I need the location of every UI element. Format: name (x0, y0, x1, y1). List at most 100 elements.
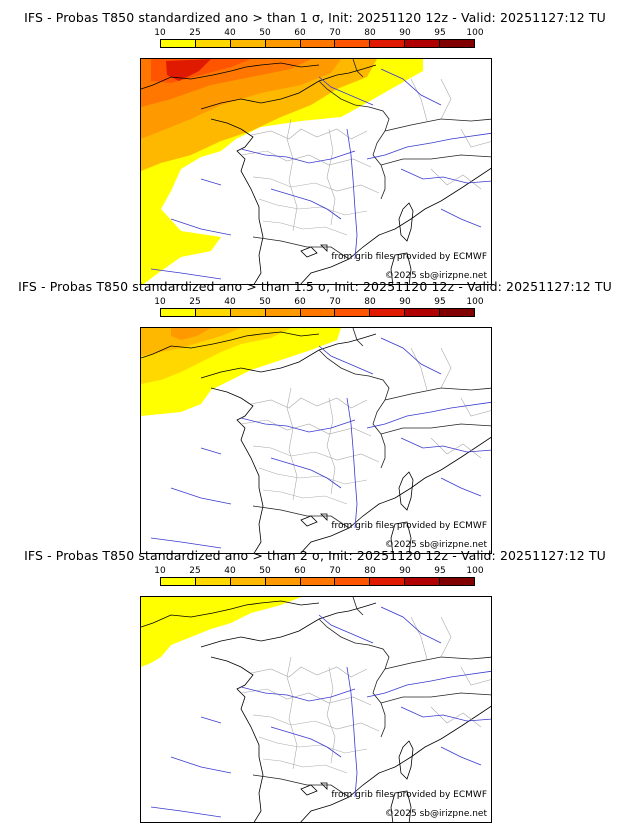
colorbar-swatch (195, 309, 231, 316)
colorbar-swatch (161, 309, 196, 316)
map-canvas (141, 59, 491, 284)
colorbar-swatch (440, 309, 475, 316)
data-source-credit: from grib files provided by ECMWF (331, 521, 487, 531)
colorbar-tick: 90 (399, 28, 411, 38)
regional-boundaries (240, 347, 491, 505)
colorbar-tick: 50 (259, 566, 271, 576)
colorbar-swatch (335, 578, 371, 585)
colorbar-swatch (370, 40, 406, 47)
map-canvas (141, 597, 491, 822)
map-panel-2sigma: IFS - Probas T850 standardized ano > tha… (0, 548, 630, 823)
map-canvas (141, 328, 491, 553)
probability-map: from grib files provided by ECMWF ©2025 … (140, 596, 492, 823)
corsica-island (398, 202, 414, 242)
sardinia-island (390, 521, 412, 553)
prob-area-darkorange (171, 328, 211, 340)
colorbar-tick: 100 (466, 28, 484, 38)
sardinia-island (390, 790, 412, 822)
colorbar-swatch (440, 40, 475, 47)
colorbar-tick: 10 (154, 28, 166, 38)
colorbar-swatch (300, 578, 336, 585)
colorbar-tick: 25 (189, 28, 201, 38)
colorbar-tick: 95 (434, 566, 446, 576)
colorbar-swatch (300, 309, 336, 316)
colorbar: 10 25 40 50 60 70 80 90 95 100 (154, 28, 484, 53)
colorbar-tick: 50 (259, 297, 271, 307)
colorbar-swatches (160, 577, 475, 586)
regional-boundaries (240, 78, 491, 236)
probability-map: from grib files provided by ECMWF ©2025 … (140, 327, 492, 554)
rivers (150, 68, 491, 280)
colorbar-tick: 40 (224, 297, 236, 307)
national-borders (252, 59, 491, 260)
prob-area-darkred (166, 59, 211, 81)
probability-map: from grib files provided by ECMWF ©2025 … (140, 58, 492, 285)
panel-title: IFS - Probas T850 standardized ano > tha… (24, 548, 606, 563)
colorbar-tick: 80 (364, 28, 376, 38)
colorbar-tick: 60 (294, 28, 306, 38)
balearic-islands (300, 782, 328, 796)
colorbar-tick: 80 (364, 566, 376, 576)
national-borders (252, 328, 491, 529)
colorbar-swatch (265, 40, 301, 47)
prob-area-orange (141, 328, 241, 356)
data-source-credit: from grib files provided by ECMWF (331, 790, 487, 800)
colorbar-tick: 40 (224, 28, 236, 38)
colorbar-swatch (440, 578, 475, 585)
colorbar-tick: 10 (154, 566, 166, 576)
sardinia-island (390, 252, 412, 284)
panel-title: IFS - Probas T850 standardized ano > tha… (18, 279, 612, 294)
panel-title: IFS - Probas T850 standardized ano > tha… (24, 10, 606, 25)
colorbar-swatch (230, 309, 266, 316)
colorbar-tick: 70 (329, 28, 341, 38)
national-borders (252, 597, 491, 798)
colorbar-swatch (195, 40, 231, 47)
colorbar-swatch (195, 578, 231, 585)
copyright-credit: ©2025 sb@irizpne.net (384, 271, 487, 281)
colorbar-tick: 100 (466, 297, 484, 307)
colorbar-tick: 100 (466, 566, 484, 576)
colorbar-tick: 10 (154, 297, 166, 307)
balearic-islands (300, 244, 328, 258)
corsica-island (398, 740, 414, 780)
colorbar-swatch (230, 578, 266, 585)
colorbar-swatch (405, 309, 441, 316)
map-panel-1-5sigma: IFS - Probas T850 standardized ano > tha… (0, 279, 630, 554)
colorbar-swatch (230, 40, 266, 47)
colorbar-swatch (335, 40, 371, 47)
data-source-credit: from grib files provided by ECMWF (331, 252, 487, 262)
colorbar-tick: 80 (364, 297, 376, 307)
colorbar-tick: 95 (434, 28, 446, 38)
colorbar: 10 25 40 50 60 70 80 90 95 100 (154, 566, 484, 591)
colorbar-tick: 70 (329, 297, 341, 307)
colorbar-tick: 95 (434, 297, 446, 307)
colorbar-tick: 90 (399, 297, 411, 307)
colorbar-swatch (370, 309, 406, 316)
regional-boundaries (240, 616, 491, 774)
colorbar-swatch (335, 309, 371, 316)
colorbar-swatch (161, 40, 196, 47)
coastline (141, 331, 491, 553)
map-panel-1sigma: IFS - Probas T850 standardized ano > tha… (0, 10, 630, 285)
colorbar-tick: 60 (294, 297, 306, 307)
colorbar-swatch (405, 40, 441, 47)
colorbar-swatch (405, 578, 441, 585)
colorbar-swatch (265, 309, 301, 316)
rivers (150, 337, 491, 549)
colorbar-tick: 90 (399, 566, 411, 576)
colorbar-tick: 50 (259, 28, 271, 38)
prob-area-yellow (141, 597, 301, 667)
colorbar-tick: 25 (189, 297, 201, 307)
corsica-island (398, 471, 414, 511)
colorbar: 10 25 40 50 60 70 80 90 95 100 (154, 297, 484, 322)
copyright-credit: ©2025 sb@irizpne.net (384, 540, 487, 550)
colorbar-tick: 60 (294, 566, 306, 576)
colorbar-swatch (300, 40, 336, 47)
balearic-islands (300, 513, 328, 527)
colorbar-swatch (161, 578, 196, 585)
coastline (141, 62, 491, 284)
copyright-credit: ©2025 sb@irizpne.net (384, 809, 487, 819)
colorbar-swatch (370, 578, 406, 585)
colorbar-tick: 25 (189, 566, 201, 576)
rivers (150, 606, 491, 818)
